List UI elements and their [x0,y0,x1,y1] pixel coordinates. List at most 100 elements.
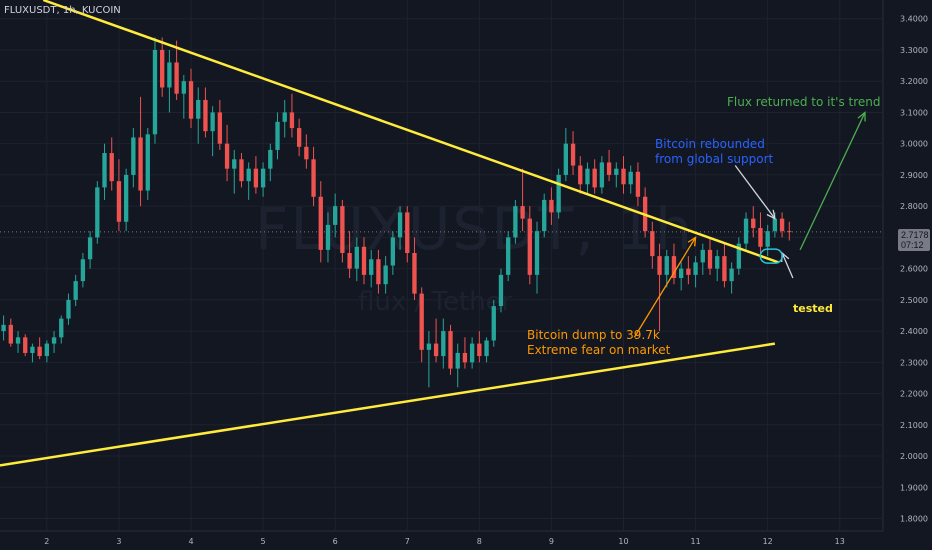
dump-annotation: Bitcoin dump to 39.7k Extreme fear on ma… [527,328,747,358]
candle-body-up [628,171,633,185]
candle-body-up [679,268,684,278]
rebound-arrow[interactable] [734,165,776,220]
y-tick-label: 2.9000 [900,171,928,180]
candle-body-down [549,199,554,213]
y-tick-label: 2.4000 [900,327,928,336]
tested-circle[interactable] [759,248,784,264]
candle-body-down [239,159,244,182]
candle-body-down [8,324,13,344]
candle-body-down [606,162,612,175]
price-axis-panel[interactable] [883,0,932,550]
candle-body-down [635,171,641,197]
y-tick-label: 3.4000 [900,15,928,24]
candle-body-up [232,159,237,169]
candle-body-up [700,249,705,263]
candle-body-up [333,206,338,225]
resistance-trendline[interactable] [42,0,779,264]
candle-body-up [59,318,64,338]
symbol-watermark-sub: flux / Tether [358,287,513,317]
candle-body-up [66,299,71,319]
candle-body-down [23,337,28,353]
candle-body-down [340,206,345,254]
candle-body-up [599,162,605,188]
y-tick-label: 3.3000 [900,46,928,55]
candle-body-down [578,165,583,185]
candle-body-down [289,112,295,129]
candle-body-down [462,352,468,363]
candle-body-down [527,218,532,275]
y-tick-label: 3.0000 [900,140,928,149]
candle-body-up [196,99,201,119]
trend-annotation: Flux returned to it's trend [727,95,927,110]
candle-body-up [246,168,251,182]
candle-body-up [282,112,287,122]
candle-body-down [751,218,756,229]
candle-body-up [152,49,158,135]
candle-body-up [693,262,698,275]
tested-annotation: tested [793,302,833,315]
y-tick-label: 3.1000 [900,108,928,117]
candle-body-down [376,259,381,285]
candle-body-down [477,343,482,357]
candle-body-up [772,218,778,232]
symbol-header[interactable]: FLUXUSDT, 1h, KUCOIN [4,5,121,16]
candle-body-down [405,212,410,254]
candle-body-up [80,259,86,282]
candle-body-up [325,224,331,250]
candle-body-down [650,231,655,257]
y-tick-label: 2.0000 [900,452,928,461]
x-tick-label: 10 [618,537,628,546]
candle-body-up [715,256,720,269]
candle-body-down [657,256,662,275]
candle-body-up [664,256,669,275]
candle-body-down [347,253,352,269]
rebound-line-2: from global support [655,152,774,166]
y-tick-label: 1.8000 [900,515,928,524]
candle-body-up [441,331,446,357]
last-price-value: 2.7178 [901,230,929,240]
candle-body-down [671,256,677,278]
tested-arrow[interactable] [781,252,794,279]
candle-body-up [95,187,100,238]
candle-body-up [743,218,749,244]
candle-body-down [592,168,597,188]
last-price-tag: 2.7178 07:12 [898,229,930,251]
candle-body-down [570,143,576,166]
x-tick-label: 5 [261,537,266,546]
candle-body-up [131,137,136,175]
candle-body-down [412,253,417,294]
candle-body-up [275,121,280,150]
candle-body-up [123,174,129,222]
y-tick-label: 2.8000 [900,202,928,211]
candle-body-up [87,237,93,260]
x-tick-label: 13 [835,537,845,546]
candle-body-up [102,153,107,188]
y-tick-label: 2.1000 [900,421,928,430]
candle-body-up [181,81,186,94]
candle-body-up [506,237,511,275]
trend-arrow[interactable] [799,112,866,251]
candle-body-down [217,112,223,144]
candle-body-up [30,346,35,353]
candle-body-up [145,134,150,191]
support-trendline[interactable] [0,342,776,467]
y-tick-label: 2.3000 [900,358,928,367]
x-tick-label: 11 [690,537,700,546]
candle-body-down [304,146,309,160]
x-tick-label: 6 [333,537,338,546]
dump-arrow[interactable] [633,237,697,338]
candle-body-down [109,153,114,182]
x-tick-label: 3 [116,537,121,546]
rebound-arrow-head [766,209,776,220]
candle-body-up [354,246,359,269]
candle-body-down [311,159,316,197]
candle-body-down [707,249,713,269]
candle-body-up [498,274,504,307]
candle-body-up [614,168,619,175]
candle-body-up [491,306,496,341]
candle-body-down [318,196,323,250]
x-tick-label: 4 [188,537,193,546]
dump-line-1: Bitcoin dump to 39.7k [527,328,660,342]
